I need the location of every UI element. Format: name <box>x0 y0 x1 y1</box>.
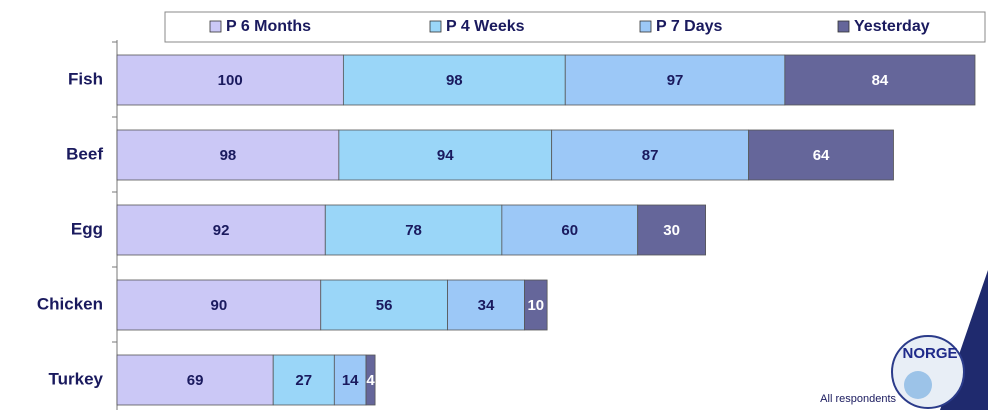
bar-segment <box>338 129 553 181</box>
logo: NORGE <box>891 335 965 409</box>
data-label: 98 <box>446 72 463 89</box>
legend-swatch <box>209 20 222 33</box>
legend-label: Yesterday <box>854 18 930 35</box>
data-label: 27 <box>295 372 312 389</box>
bar-segment <box>320 279 448 331</box>
y-tick-label: Beef <box>66 144 103 163</box>
data-label: 60 <box>561 222 578 239</box>
data-label: 78 <box>405 222 422 239</box>
legend-label: P 6 Months <box>226 18 311 35</box>
data-label: 90 <box>211 297 228 314</box>
legend-label: P 4 Weeks <box>446 18 525 35</box>
bar-segment <box>524 279 548 331</box>
data-label: 56 <box>376 297 393 314</box>
bar-segment <box>637 204 707 256</box>
y-tick-label: Chicken <box>37 294 103 313</box>
legend-swatch <box>639 20 652 33</box>
footnote: All respondents <box>820 393 896 405</box>
data-label: 10 <box>527 297 544 314</box>
data-label: 30 <box>663 222 680 239</box>
data-label: 4 <box>366 372 375 389</box>
bar-segment <box>324 204 503 256</box>
bar-segment <box>116 129 340 181</box>
data-label: 100 <box>218 72 243 89</box>
data-label: 97 <box>667 72 684 89</box>
legend-swatch <box>837 20 850 33</box>
data-label: 94 <box>437 147 454 164</box>
legend-label: P 7 Days <box>656 18 723 35</box>
bar-segment <box>272 354 335 406</box>
data-label: 64 <box>813 147 830 164</box>
legend-swatch <box>429 20 442 33</box>
data-label: 69 <box>187 372 204 389</box>
bar-segment <box>447 279 525 331</box>
bar-segment <box>784 54 976 106</box>
bar-segment <box>116 354 274 406</box>
bar-segment <box>365 354 376 406</box>
data-label: 98 <box>220 147 237 164</box>
bar-segment <box>116 54 344 106</box>
data-label: 14 <box>342 372 359 389</box>
logo-figure <box>904 371 932 399</box>
y-tick-label: Turkey <box>49 369 104 388</box>
bar-segment <box>501 204 639 256</box>
bar-segment <box>116 279 322 331</box>
data-label: 87 <box>642 147 659 164</box>
y-tick-label: Egg <box>71 219 103 238</box>
bar-segment <box>116 204 326 256</box>
bar-segment <box>748 129 894 181</box>
logo-text: NORGE <box>902 345 957 362</box>
bar-segment <box>551 129 750 181</box>
data-label: 92 <box>213 222 230 239</box>
data-label: 34 <box>478 297 495 314</box>
y-tick-label: Fish <box>68 69 103 88</box>
bar-segment <box>342 54 566 106</box>
data-label: 84 <box>872 72 889 89</box>
